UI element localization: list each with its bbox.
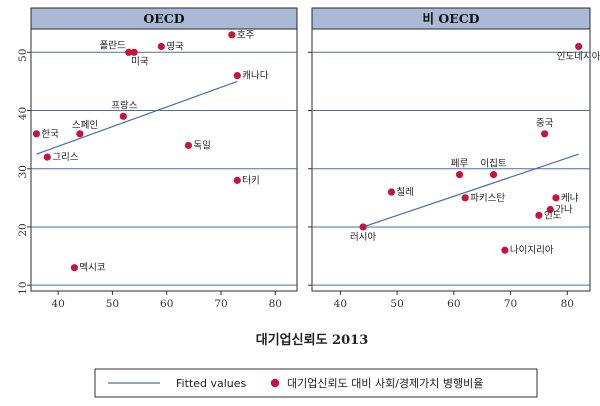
panel-title: OECD: [143, 11, 184, 26]
data-point: [501, 246, 509, 254]
plot-area: [311, 28, 591, 292]
legend-box: [94, 368, 538, 398]
y-tick-label: 10: [17, 281, 29, 294]
x-tick-label: 40: [334, 298, 347, 310]
y-tick-label: 40: [17, 107, 29, 120]
fitted-line: [362, 153, 579, 228]
data-point-label: 케냐: [561, 193, 579, 204]
data-point-label: 독일: [193, 140, 210, 151]
plot-area: [30, 28, 298, 292]
data-point-label: 중국: [536, 118, 554, 129]
data-point-label: 가나: [555, 204, 573, 215]
data-point-label: 한국: [41, 129, 59, 140]
x-tick-label: 70: [504, 298, 517, 310]
data-point: [455, 170, 464, 179]
data-point-label: 호주: [237, 30, 255, 41]
data-point: [541, 130, 549, 138]
data-point-label: 인도: [544, 210, 562, 221]
data-point-label: 러시아: [350, 232, 376, 243]
data-point: [32, 130, 41, 138]
data-point-label: 미국: [131, 56, 149, 67]
data-point: [233, 71, 241, 80]
data-point: [43, 153, 51, 161]
chart-legend: Fitted values 대기업신뢰도 대비 사회/경제가치 병행비율: [94, 368, 538, 398]
legend-fit-label: Fitted values: [176, 377, 247, 390]
data-point-label: 영국: [166, 41, 184, 52]
x-tick-label: 60: [447, 298, 460, 310]
data-point-label: 폴란드: [99, 39, 125, 51]
y-tick-label: 50: [17, 49, 29, 62]
data-point-label: 인도네시아: [557, 51, 600, 62]
x-axis-title: 대기업신뢰도 2013: [256, 332, 368, 348]
data-point-label: 페루: [451, 159, 469, 170]
data-point-label: 캐나다: [242, 71, 268, 82]
data-point: [359, 223, 367, 231]
data-point-label: 칠레: [396, 187, 413, 198]
data-point: [76, 130, 84, 138]
legend-point-label: 대기업신뢰도 대비 사회/경제가치 병행비율: [287, 377, 483, 390]
y-tick-label: 20: [17, 223, 29, 236]
data-point-label: 스페인: [72, 120, 98, 131]
data-point: [535, 211, 543, 219]
x-tick-label: 70: [214, 298, 227, 310]
data-point: [119, 112, 127, 120]
x-tick-label: 60: [160, 298, 173, 310]
data-point: [575, 42, 583, 51]
x-tick-label: 80: [269, 298, 282, 310]
data-point: [461, 194, 469, 202]
data-point: [233, 176, 241, 184]
data-point: [552, 194, 560, 202]
data-point-label: 그리스: [52, 152, 78, 163]
x-tick-label: 40: [51, 298, 64, 310]
data-point-label: 나이지리아: [510, 245, 554, 256]
data-point: [184, 141, 193, 150]
data-point-label: 멕시코: [79, 263, 105, 274]
legend-point-swatch: [270, 378, 280, 388]
data-point-label: 파키스탄: [470, 193, 505, 204]
x-tick-label: 50: [106, 298, 119, 310]
data-point-label: 터키: [242, 175, 259, 186]
data-point: [125, 48, 133, 56]
data-point: [157, 42, 165, 51]
x-tick-label: 50: [390, 298, 403, 310]
x-tick-label: 80: [561, 298, 574, 310]
data-point: [70, 264, 79, 272]
panel-title: 비 OECD: [422, 11, 479, 26]
y-tick-label: 30: [17, 165, 29, 178]
data-point: [228, 31, 236, 39]
fitted-line: [36, 80, 238, 155]
data-point: [489, 170, 498, 179]
data-point-label: 이집트: [480, 158, 506, 170]
data-point: [546, 205, 554, 214]
data-point: [130, 48, 138, 56]
data-point: [387, 188, 396, 196]
data-point-label: 프랑스: [111, 99, 137, 111]
